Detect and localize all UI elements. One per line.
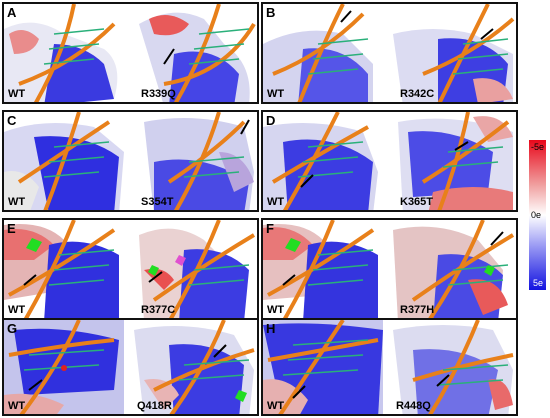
- panel-h-wt-label: WT: [267, 400, 285, 412]
- panel-d-render: [263, 112, 513, 210]
- panel-a: A WT R339Q: [2, 2, 259, 104]
- panel-h-label: H: [266, 321, 276, 336]
- panel-f-render: [263, 220, 515, 318]
- panel-f-label: F: [266, 221, 274, 236]
- panel-c: C WT S354T: [2, 110, 259, 212]
- panel-b-render: [263, 4, 515, 102]
- panel-d-label: D: [266, 113, 276, 128]
- panel-d-mutant-label: K365T: [400, 196, 434, 208]
- panel-f-mutant-label: R377H: [400, 304, 435, 316]
- scale-bottom-label: 5e: [533, 278, 544, 288]
- panel-c-render: [4, 112, 254, 210]
- panel-a-label: A: [7, 5, 17, 20]
- panel-b-wt-label: WT: [267, 88, 285, 100]
- panel-f: F WT R377H: [261, 218, 518, 320]
- panel-g-render: [4, 320, 255, 414]
- panel-a-mutant-label: R339Q: [141, 88, 176, 100]
- panel-e-wt-label: WT: [8, 304, 26, 316]
- panel-g-wt-label: WT: [8, 400, 26, 412]
- panel-f-wt-label: WT: [267, 304, 285, 316]
- panel-h-mutant-label: R448Q: [396, 400, 431, 412]
- panel-d: D WT K365T: [261, 110, 518, 212]
- scale-middle-label: 0e: [531, 210, 542, 220]
- panel-h: H WT R448Q: [261, 318, 518, 416]
- panel-c-label: C: [7, 113, 17, 128]
- panel-c-wt-label: WT: [8, 196, 26, 208]
- panel-b: B WT R342C: [261, 2, 518, 104]
- panel-b-mutant-label: R342C: [400, 88, 435, 100]
- panel-g: G WT Q418R: [2, 318, 259, 416]
- panel-g-label: G: [7, 321, 18, 336]
- panel-d-wt-label: WT: [267, 196, 285, 208]
- panel-h-render: [263, 320, 514, 414]
- panel-e-render: [4, 220, 256, 318]
- panel-c-mutant-label: S354T: [141, 196, 174, 208]
- electrostatic-scale-bar: [529, 140, 546, 290]
- panel-e: E WT R377C: [2, 218, 259, 320]
- panel-a-wt-label: WT: [8, 88, 26, 100]
- panel-a-render: [4, 4, 256, 102]
- panel-b-label: B: [266, 5, 276, 20]
- panel-e-mutant-label: R377C: [141, 304, 176, 316]
- panel-e-label: E: [7, 221, 16, 236]
- scale-top-label: -5e: [531, 142, 545, 152]
- panel-g-mutant-label: Q418R: [137, 400, 172, 412]
